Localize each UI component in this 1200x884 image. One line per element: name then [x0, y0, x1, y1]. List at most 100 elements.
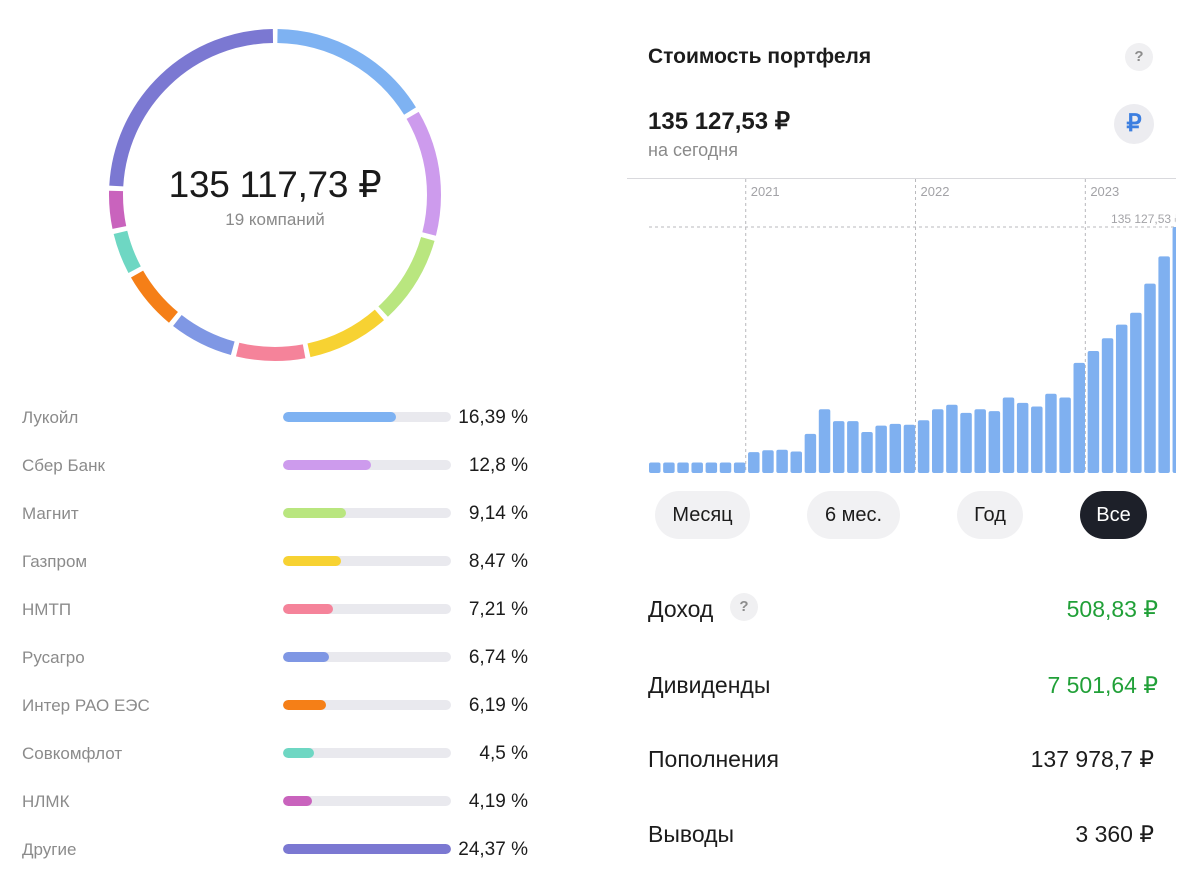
deposits-value: 137 978,7 ₽ [1030, 746, 1154, 772]
chart-bar[interactable] [946, 404, 958, 473]
stat-income: Доход ? 508,83 ₽ [648, 593, 1158, 632]
chart-bar[interactable] [762, 450, 774, 473]
max-value-label: 135 127,53 ₽ [1111, 212, 1176, 226]
period-year-button[interactable]: Год [957, 491, 1023, 539]
period-month-button[interactable]: Месяц [655, 491, 750, 539]
holding-row[interactable]: Газпром 8,47 % [0, 538, 560, 586]
holding-share-bar [283, 748, 451, 758]
holding-row[interactable]: Совкомфлот 4,5 % [0, 730, 560, 778]
holding-percent: 8,47 % [468, 551, 528, 572]
donut-slice [109, 29, 441, 361]
holding-share-bar [283, 700, 451, 710]
chart-bar[interactable] [847, 421, 859, 473]
holding-row[interactable]: Сбер Банк 12,8 % [0, 442, 560, 490]
chart-bar[interactable] [733, 462, 746, 473]
chart-bar[interactable] [677, 462, 689, 473]
holding-row[interactable]: НЛМК 4,19 % [0, 778, 560, 826]
dividends-label: Дивиденды [648, 672, 771, 698]
chart-bar[interactable] [974, 409, 986, 473]
holding-share-bar-fill [283, 604, 333, 614]
income-value: 508,83 ₽ [1066, 596, 1158, 622]
chart-bar[interactable] [804, 433, 817, 473]
chart-bar[interactable] [663, 462, 675, 473]
chart-bar[interactable] [832, 421, 845, 473]
holding-percent: 16,39 % [458, 407, 528, 428]
dividends-value: 7 501,64 ₽ [1047, 672, 1158, 698]
withdrawals-label: Выводы [648, 821, 735, 847]
chart-bar[interactable] [776, 449, 788, 473]
period-all-button[interactable]: Все [1080, 491, 1147, 539]
chart-bar[interactable] [691, 462, 703, 473]
chart-bar[interactable] [649, 462, 661, 473]
help-icon[interactable]: ? [1125, 43, 1153, 71]
withdrawals-value: 3 360 ₽ [1075, 821, 1154, 847]
stat-dividends: Дивиденды 7 501,64 ₽ [648, 672, 1158, 708]
chart-bar[interactable] [705, 462, 718, 473]
holding-share-bar [283, 604, 451, 614]
donut-total-value: 135 117,73 ₽ [168, 164, 382, 205]
holding-percent: 4,19 % [468, 791, 528, 812]
chart-bar[interactable] [1144, 283, 1156, 473]
holding-name: Сбер Банк [22, 456, 105, 475]
allocation-donut: 135 117,73 ₽ 19 компаний [107, 27, 443, 363]
holding-row[interactable]: Интер РАО ЕЭС 6,19 % [0, 682, 560, 730]
holding-row[interactable]: Русагро 6,74 % [0, 634, 560, 682]
chart-bar[interactable] [790, 451, 803, 473]
income-help-icon[interactable]: ? [730, 593, 758, 621]
chart-bar[interactable] [960, 412, 972, 473]
chart-bar[interactable] [903, 424, 916, 473]
holding-row[interactable]: НМТП 7,21 % [0, 586, 560, 634]
chart-bar[interactable] [1158, 256, 1170, 473]
chart-bar[interactable] [988, 411, 1001, 473]
holding-name: Интер РАО ЕЭС [22, 696, 150, 715]
holding-share-bar-fill [283, 652, 330, 662]
holding-name: Магнит [22, 504, 79, 523]
chart-bar[interactable] [1045, 393, 1057, 473]
holding-row[interactable]: Другие 24,37 % [0, 826, 560, 874]
holding-share-bar-fill [283, 412, 396, 422]
donut-chart [109, 29, 441, 361]
portfolio-chart: 2021 2022 2023 135 127,53 ₽ [627, 178, 1176, 477]
holding-share-bar-fill [283, 796, 312, 806]
chart-bar[interactable] [1130, 312, 1142, 473]
holding-share-bar-fill [283, 748, 315, 758]
currency-ruble-icon[interactable]: ₽ [1114, 104, 1154, 144]
chart-bar[interactable] [748, 452, 760, 473]
holding-share-bar-fill [283, 844, 451, 854]
chart-bar[interactable] [1059, 397, 1071, 473]
chart-bar[interactable] [1016, 402, 1029, 473]
holding-name: НЛМК [22, 792, 70, 811]
chart-bar[interactable] [1172, 227, 1176, 473]
holding-row[interactable]: Магнит 9,14 % [0, 490, 560, 538]
chart-bar[interactable] [1031, 406, 1043, 473]
chart-bar[interactable] [917, 420, 930, 473]
chart-bar[interactable] [818, 409, 831, 473]
chart-bar[interactable] [719, 462, 732, 473]
chart-bar[interactable] [1073, 362, 1086, 473]
chart-bar[interactable] [875, 425, 887, 473]
chart-bar[interactable] [932, 409, 944, 473]
year-label: 2021 [751, 184, 780, 199]
donut-slice [109, 29, 441, 361]
portfolio-title: Стоимость портфеля [648, 45, 872, 68]
chart-bar[interactable] [1002, 397, 1015, 473]
stat-withdrawals: Выводы 3 360 ₽ [648, 821, 1158, 857]
chart-bar[interactable] [889, 423, 902, 473]
holding-share-bar-fill [283, 700, 326, 710]
chart-bar[interactable] [1087, 351, 1100, 473]
chart-bar[interactable] [1115, 324, 1128, 473]
holding-name: Русагро [22, 648, 85, 667]
holding-share-bar [283, 844, 451, 854]
holding-share-bar [283, 460, 451, 470]
chart-bar[interactable] [861, 432, 873, 473]
holding-share-bar [283, 796, 451, 806]
holding-percent: 9,14 % [468, 503, 528, 524]
holding-row[interactable]: Лукойл 16,39 % [0, 394, 560, 442]
year-label: 2023 [1090, 184, 1119, 199]
chart-bar[interactable] [1101, 338, 1114, 473]
holding-name: Совкомфлот [22, 744, 123, 763]
holding-share-bar-fill [283, 556, 342, 566]
holding-name: НМТП [22, 600, 72, 619]
period-6-months-button[interactable]: 6 мес. [807, 491, 900, 539]
stat-deposits: Пополнения 137 978,7 ₽ [648, 746, 1158, 782]
